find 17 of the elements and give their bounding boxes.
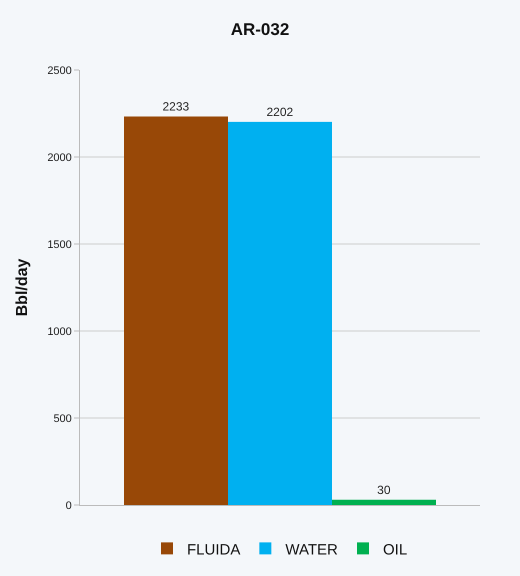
y-tick-label: 1000 bbox=[47, 326, 72, 338]
data-label: 30 bbox=[377, 482, 391, 497]
y-tick-label: 1500 bbox=[47, 238, 72, 251]
y-tick-label: 500 bbox=[53, 412, 72, 425]
y-tick-label: 2500 bbox=[47, 64, 72, 77]
legend-label: WATER bbox=[285, 541, 338, 558]
bar bbox=[332, 500, 436, 505]
y-tick-label: 2000 bbox=[47, 152, 72, 164]
legend-label: OIL bbox=[383, 541, 408, 558]
y-axis-title: Bbl/day bbox=[14, 258, 32, 316]
legend-label: FLUIDA bbox=[187, 541, 240, 558]
data-label: 2233 bbox=[162, 99, 190, 114]
data-label: 2202 bbox=[266, 104, 294, 119]
chart-title: AR-032 bbox=[230, 20, 290, 39]
bar bbox=[124, 116, 228, 505]
y-tick-label: 0 bbox=[66, 500, 72, 512]
bar bbox=[228, 122, 332, 505]
